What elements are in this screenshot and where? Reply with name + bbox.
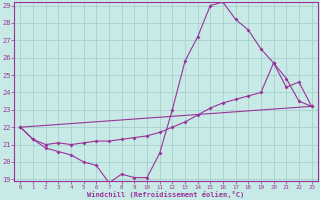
X-axis label: Windchill (Refroidissement éolien,°C): Windchill (Refroidissement éolien,°C) — [87, 191, 244, 198]
